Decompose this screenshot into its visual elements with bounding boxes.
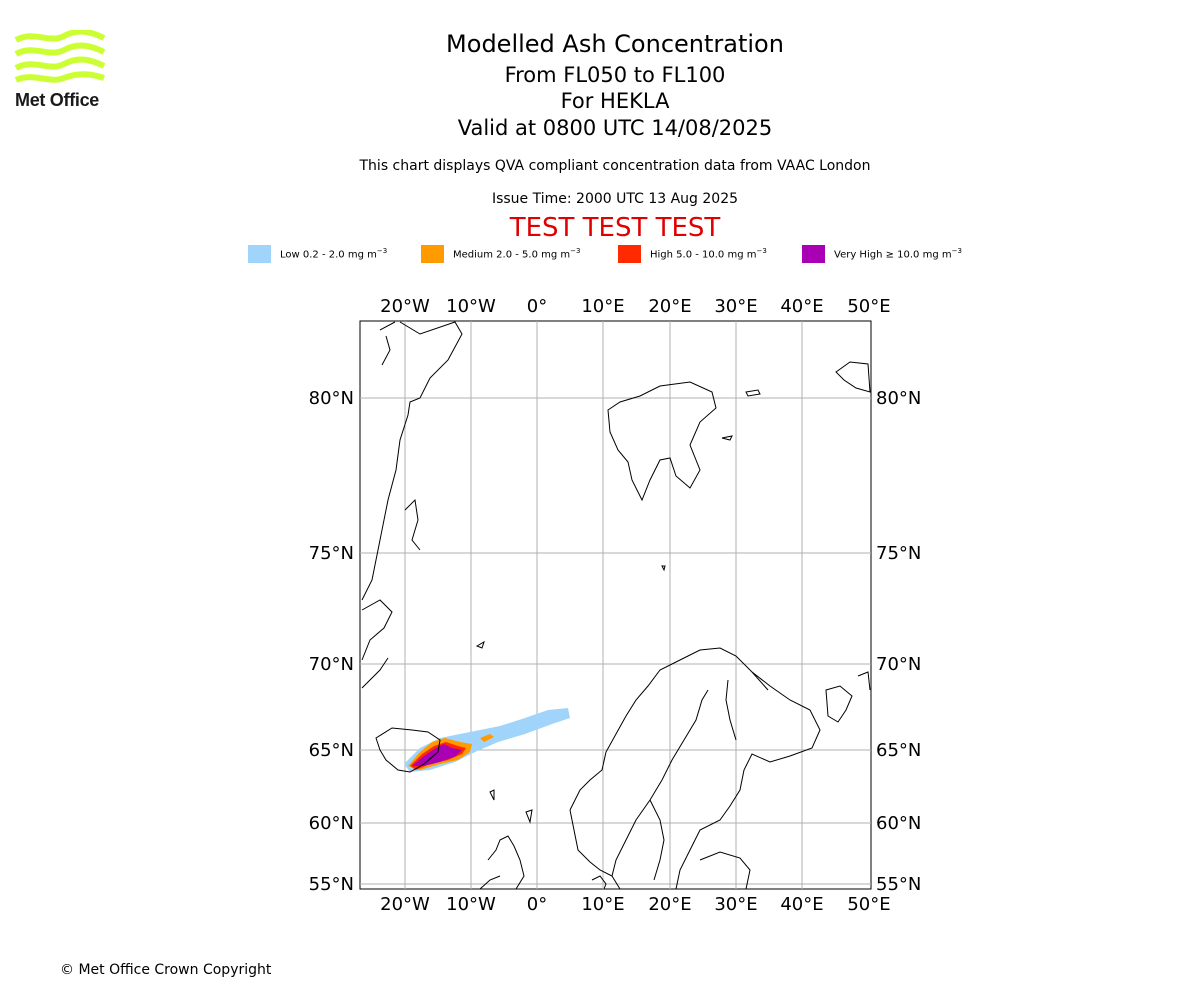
lon-label-top: 50°E — [847, 296, 890, 317]
legend-label-low: Low 0.2 - 2.0 mg m−3 — [280, 247, 388, 261]
lat-label-left: 60°N — [309, 813, 354, 834]
lat-label-right: 75°N — [876, 543, 921, 564]
lon-label-bottom: 10°E — [581, 894, 624, 915]
lat-label-right: 65°N — [876, 740, 921, 761]
lat-label-left: 55°N — [309, 874, 354, 895]
lon-label-top: 20°E — [648, 296, 691, 317]
legend-swatch-very-high — [802, 245, 825, 263]
lat-label-right: 70°N — [876, 654, 921, 675]
coastlines — [361, 321, 871, 890]
lon-label-bottom: 20°E — [648, 894, 691, 915]
volcano-name: For HEKLA — [560, 89, 670, 113]
flight-level-range: From FL050 to FL100 — [504, 63, 726, 87]
chart-title: Modelled Ash Concentration — [446, 30, 784, 58]
lon-label-top: 10°W — [446, 296, 496, 317]
lon-labels-bottom: 20°W 10°W 0° 10°E 20°E 30°E 40°E 50°E — [380, 894, 890, 915]
legend-swatch-high — [618, 245, 641, 263]
lat-label-left: 80°N — [309, 388, 354, 409]
legend-label-medium: Medium 2.0 - 5.0 mg m−3 — [453, 247, 581, 261]
met-office-logo — [14, 28, 106, 112]
lon-label-top: 30°E — [714, 296, 757, 317]
lon-label-top: 10°E — [581, 296, 624, 317]
lat-label-right: 60°N — [876, 813, 921, 834]
lat-labels-left: 80°N 75°N 70°N 65°N 60°N 55°N — [309, 388, 354, 895]
met-office-wave-icon — [14, 28, 106, 83]
lat-label-left: 65°N — [309, 740, 354, 761]
lon-label-bottom: 10°W — [446, 894, 496, 915]
ash-very-high-region — [412, 744, 462, 766]
chart-description: This chart displays QVA compliant concen… — [359, 158, 871, 174]
met-office-logo-text: Met Office — [15, 90, 100, 110]
lat-label-left: 75°N — [309, 543, 354, 564]
lat-labels-right: 80°N 75°N 70°N 65°N 60°N 55°N — [876, 388, 921, 895]
legend-label-high: High 5.0 - 10.0 mg m−3 — [650, 247, 767, 261]
lon-label-bottom: 30°E — [714, 894, 757, 915]
ash-plume — [404, 708, 570, 772]
lon-label-top: 0° — [527, 296, 547, 317]
lon-label-top: 20°W — [380, 296, 430, 317]
lat-label-right: 80°N — [876, 388, 921, 409]
map-frame — [359, 320, 872, 890]
issue-time: Issue Time: 2000 UTC 13 Aug 2025 — [491, 191, 739, 207]
lon-label-bottom: 40°E — [780, 894, 823, 915]
legend-swatch-low — [248, 245, 271, 263]
lon-label-bottom: 0° — [527, 894, 547, 915]
lon-labels-top: 20°W 10°W 0° 10°E 20°E 30°E 40°E 50°E — [380, 296, 890, 317]
lat-label-left: 70°N — [309, 654, 354, 675]
lon-label-bottom: 50°E — [847, 894, 890, 915]
ash-map: 20°W 10°W 0° 10°E 20°E 30°E 40°E 50°E 20… — [309, 296, 922, 915]
test-banner: TEST TEST TEST — [509, 213, 721, 243]
graticule — [360, 321, 871, 889]
copyright-notice: © Met Office Crown Copyright — [60, 962, 272, 978]
valid-time: Valid at 0800 UTC 14/08/2025 — [457, 116, 773, 140]
legend-swatch-medium — [421, 245, 444, 263]
legend-label-very-high: Very High ≥ 10.0 mg m−3 — [834, 247, 962, 261]
lat-label-right: 55°N — [876, 874, 921, 895]
ash-medium-patch — [480, 734, 494, 742]
lon-label-top: 40°E — [780, 296, 823, 317]
lon-label-bottom: 20°W — [380, 894, 430, 915]
